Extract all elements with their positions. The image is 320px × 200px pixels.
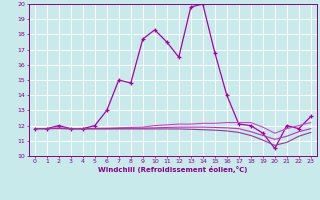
X-axis label: Windchill (Refroidissement éolien,°C): Windchill (Refroidissement éolien,°C) [98, 166, 247, 173]
